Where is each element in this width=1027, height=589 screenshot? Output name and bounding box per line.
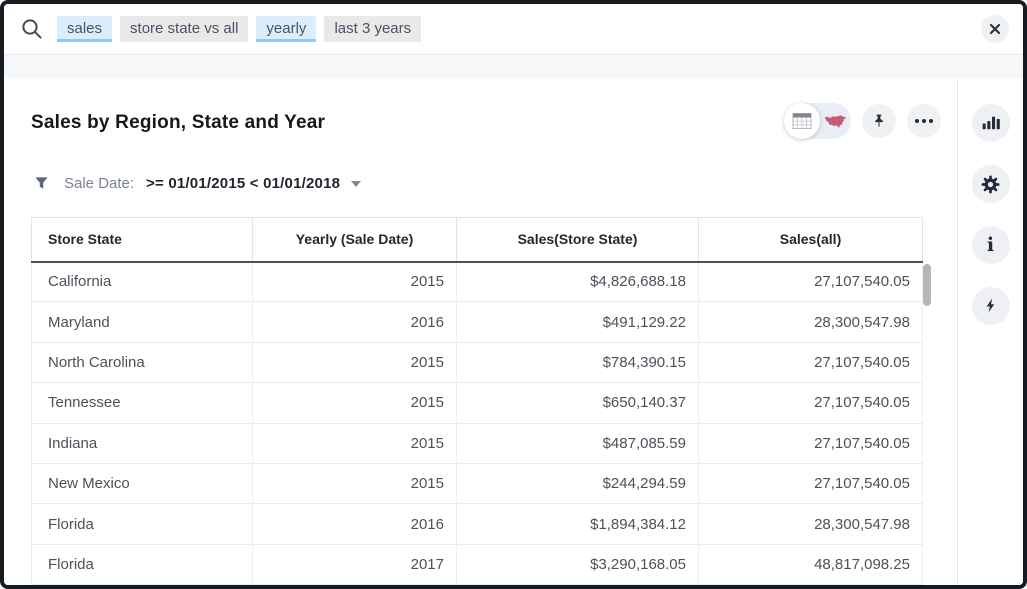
search-tokens[interactable]: sales store state vs all yearly last 3 year… <box>57 16 981 42</box>
filter-row[interactable]: Sale Date: >= 01/01/2015 < 01/01/2018 <box>34 175 362 192</box>
table-cell: Florida <box>31 544 253 585</box>
table-row[interactable]: Florida 2016 $1,894,384.12 28,300,547.98 <box>31 503 923 545</box>
table-cell: California <box>31 261 253 303</box>
info-button[interactable]: i <box>971 226 1010 264</box>
answer-content: Sales by Region, State and Year <box>4 79 957 585</box>
column-header[interactable]: Sales(all) <box>698 217 923 263</box>
filter-condition[interactable]: >= 01/01/2015 < 01/01/2018 <box>146 175 341 192</box>
table-cell: $650,140.37 <box>456 382 699 424</box>
column-header[interactable]: Sales(Store State) <box>456 217 699 263</box>
table-cell: 27,107,540.05 <box>698 463 923 505</box>
table-row[interactable]: Tennessee 2015 $650,140.37 27,107,540.05 <box>31 382 923 424</box>
pin-button[interactable] <box>862 104 896 138</box>
search-token[interactable]: store state vs all <box>120 16 249 42</box>
insights-button[interactable] <box>971 287 1010 325</box>
spacer-band <box>4 55 1023 78</box>
table-cell: 2015 <box>252 382 457 424</box>
table-cell: $3,290,168.05 <box>456 544 699 585</box>
table-cell: $4,826,688.18 <box>456 261 699 303</box>
view-toggle[interactable] <box>784 103 851 139</box>
action-sidebar: i <box>957 79 1023 585</box>
table-view-option[interactable] <box>784 103 820 139</box>
close-button[interactable] <box>981 15 1009 43</box>
search-icon <box>20 17 44 41</box>
table-cell: 27,107,540.05 <box>698 423 923 464</box>
table-cell: New Mexico <box>31 463 253 505</box>
caret-down-icon[interactable] <box>351 180 362 187</box>
us-map-icon <box>824 114 847 129</box>
table-cell: $1,894,384.12 <box>456 503 699 545</box>
search-token[interactable]: sales <box>57 16 113 42</box>
table-cell: North Carolina <box>31 342 253 384</box>
table-cell: Tennessee <box>31 382 253 424</box>
search-token[interactable]: yearly <box>256 16 317 42</box>
toolbar <box>784 103 941 139</box>
table-cell: $244,294.59 <box>456 463 699 505</box>
table-row[interactable]: Maryland 2016 $491,129.22 28,300,547.98 <box>31 301 923 343</box>
table-cell: $491,129.22 <box>456 301 699 343</box>
ellipsis-icon <box>915 119 933 123</box>
table-cell: 2016 <box>252 503 457 545</box>
table-cell: 48,817,098.25 <box>698 544 923 585</box>
table-row[interactable]: Indiana 2015 $487,085.59 27,107,540.05 <box>31 423 923 464</box>
column-header[interactable]: Yearly (Sale Date) <box>252 217 457 263</box>
info-icon: i <box>986 233 995 256</box>
column-header[interactable]: Store State <box>31 217 253 263</box>
table-cell: 27,107,540.05 <box>698 382 923 424</box>
table-cell: 2017 <box>252 544 457 585</box>
results-table: Store State Yearly (Sale Date) Sales(Store… <box>31 217 923 585</box>
page-title: Sales by Region, State and Year <box>31 112 326 133</box>
map-view-option[interactable] <box>820 114 851 129</box>
table-cell: 28,300,547.98 <box>698 301 923 343</box>
change-visualization-button[interactable] <box>971 104 1010 142</box>
more-options-button[interactable] <box>907 104 941 138</box>
table-row[interactable]: Florida 2017 $3,290,168.05 48,817,098.25 <box>31 544 923 585</box>
settings-button[interactable] <box>971 165 1010 203</box>
table-grid-icon <box>792 112 812 130</box>
table-cell: 28,300,547.98 <box>698 503 923 545</box>
table-cell: $784,390.15 <box>456 342 699 384</box>
table-cell: 2016 <box>252 301 457 343</box>
table-cell: Indiana <box>31 423 253 464</box>
lightning-icon <box>982 297 1000 315</box>
pin-icon <box>870 112 888 130</box>
table-row[interactable]: New Mexico 2015 $244,294.59 27,107,540.05 <box>31 463 923 505</box>
table-cell: 2015 <box>252 423 457 464</box>
table-row[interactable]: North Carolina 2015 $784,390.15 27,107,540.… <box>31 342 923 384</box>
table-cell: 27,107,540.05 <box>698 342 923 384</box>
table-scrollbar-thumb[interactable] <box>923 264 931 306</box>
table-cell: 2015 <box>252 261 457 303</box>
table-cell: $487,085.59 <box>456 423 699 464</box>
search-token[interactable]: last 3 years <box>324 16 422 42</box>
table-body: California 2015 $4,826,688.18 27,107,540.05… <box>31 261 923 585</box>
search-bar[interactable]: sales store state vs all yearly last 3 year… <box>4 4 1023 55</box>
table-header-row: Store State Yearly (Sale Date) Sales(Store… <box>31 217 923 263</box>
table-cell: Maryland <box>31 301 253 343</box>
gear-icon <box>979 173 1002 196</box>
close-icon <box>989 23 1001 35</box>
table-cell: Florida <box>31 503 253 545</box>
filter-label: Sale Date: <box>64 175 135 192</box>
table-cell: 27,107,540.05 <box>698 261 923 303</box>
table-cell: 2015 <box>252 342 457 384</box>
bar-chart-icon <box>981 113 1001 133</box>
table-cell: 2015 <box>252 463 457 505</box>
filter-funnel-icon <box>34 176 49 191</box>
table-row[interactable]: California 2015 $4,826,688.18 27,107,540.05 <box>31 261 923 303</box>
